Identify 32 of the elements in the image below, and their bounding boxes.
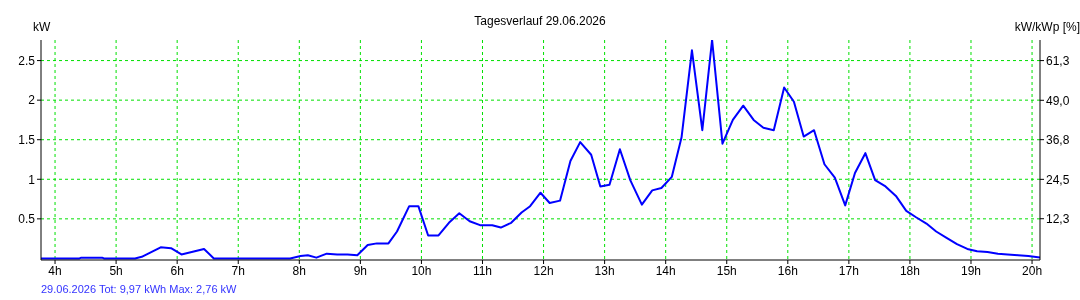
x-tick-label: 12h: [533, 263, 554, 278]
x-tick-label: 6h: [170, 263, 184, 278]
x-tick-label: 4h: [48, 263, 62, 278]
y-tick-label: 1: [28, 172, 36, 187]
x-tick-label: 5h: [109, 263, 123, 278]
y2-axis-title: kW/kWp [%]: [1014, 20, 1080, 34]
x-tick-label: 13h: [594, 263, 615, 278]
x-tick-label: 11h: [472, 263, 493, 278]
y2-tick-label: 61,3: [1046, 53, 1070, 68]
y-tick-label: 2: [28, 93, 36, 108]
x-tick-label: 19h: [960, 263, 982, 278]
x-tick-label: 15h: [716, 263, 737, 278]
text: 29.06.2026 Tot: 9,97 kWh Max: 2,76 kW: [41, 283, 237, 295]
x-tick-label: 7h: [231, 263, 245, 278]
x-tick-label: 20h: [1022, 263, 1043, 278]
y2-tick-label: 24,5: [1046, 172, 1070, 187]
y-tick-label: 0.5: [18, 212, 36, 227]
x-tick-label: 14h: [655, 263, 676, 278]
y-tick-label: 1.5: [18, 132, 36, 147]
x-tick-label: 16h: [777, 263, 798, 278]
line-series: [41, 40, 1040, 260]
y2-tick-label: 36,8: [1046, 132, 1070, 147]
y2-tick-label: 49,0: [1046, 93, 1070, 108]
x-tick-label: 8h: [292, 263, 306, 278]
y-axis-title: kW: [33, 20, 51, 34]
y-tick-label: 2.5: [18, 53, 36, 68]
x-tick-label: 10h: [411, 263, 432, 278]
chart-title: Tagesverlauf 29.06.2026: [474, 14, 606, 28]
x-tick-label: 9h: [353, 263, 368, 278]
x-tick-label: 17h: [838, 263, 859, 278]
y2-tick-label: 12,3: [1046, 211, 1070, 226]
x-tick-label: 18h: [899, 263, 920, 278]
